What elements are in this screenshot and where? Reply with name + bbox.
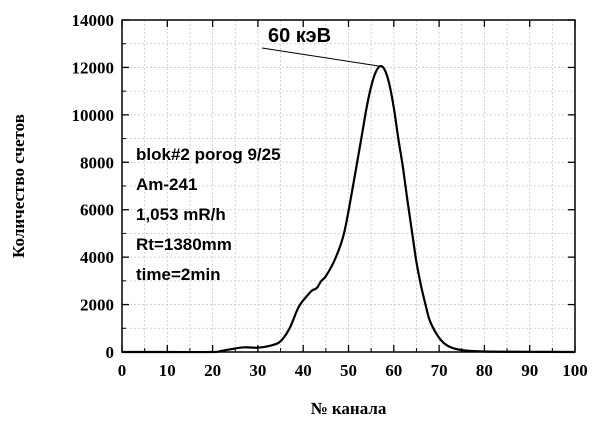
x-tick-label: 100 (562, 361, 588, 380)
x-tick-label: 90 (521, 361, 538, 380)
peak-label: 60 кэВ (268, 25, 331, 47)
y-tick-label: 0 (106, 343, 115, 362)
grid (122, 20, 575, 352)
x-tick-label: 80 (476, 361, 493, 380)
x-tick-label: 0 (118, 361, 127, 380)
x-tick-labels: 0 10 20 30 40 50 60 70 80 90 100 (118, 361, 588, 380)
x-tick-label: 60 (385, 361, 402, 380)
x-tick-label: 50 (340, 361, 357, 380)
info-line: 1,053 mR/h (136, 205, 226, 224)
x-axis-title: № канала (311, 399, 387, 418)
y-tick-labels: 0 2000 4000 6000 8000 10000 12000 14000 (72, 11, 115, 362)
info-line: Am-241 (136, 175, 197, 194)
info-line: Rt=1380mm (136, 235, 232, 254)
y-tick-label: 10000 (72, 106, 115, 125)
x-tick-label: 20 (204, 361, 221, 380)
series-line (121, 65, 576, 354)
axis-ticks (121, 19, 576, 353)
y-tick-label: 12000 (72, 58, 115, 77)
y-axis-title: Количество счетов (9, 114, 28, 258)
y-tick-label: 14000 (72, 11, 115, 30)
x-tick-label: 30 (249, 361, 266, 380)
info-line: time=2min (136, 265, 221, 284)
x-tick-label: 10 (159, 361, 176, 380)
y-tick-label: 4000 (80, 248, 114, 267)
y-tick-label: 8000 (80, 153, 114, 172)
peak-leader-line (261, 47, 381, 67)
info-line: blok#2 porog 9/25 (136, 145, 281, 164)
info-annotation: blok#2 porog 9/25 Am-241 1,053 mR/h Rt=1380… (136, 145, 281, 284)
x-tick-label: 70 (431, 361, 448, 380)
x-tick-label: 40 (295, 361, 312, 380)
y-tick-label: 2000 (80, 296, 114, 315)
y-tick-label: 6000 (80, 201, 114, 220)
